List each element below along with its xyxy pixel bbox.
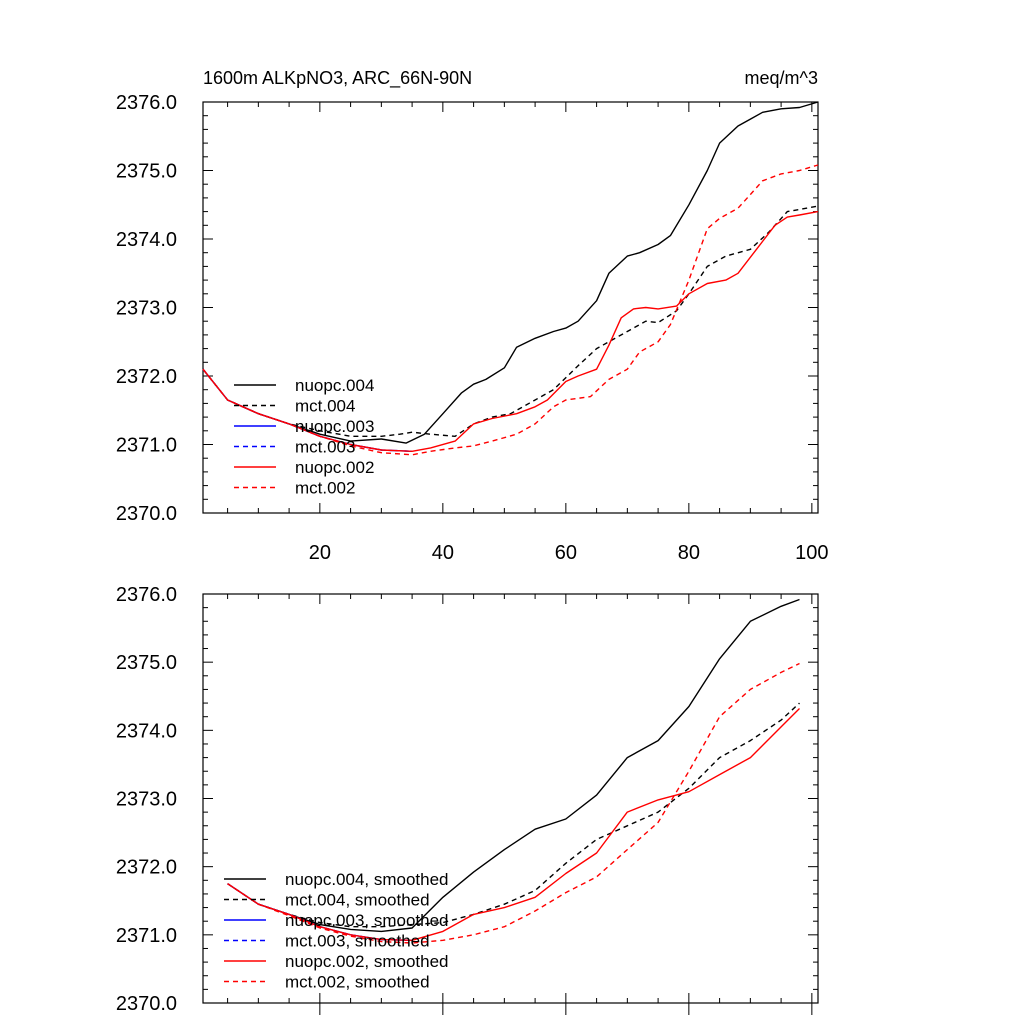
bottom-panel: 2370.0 2371.0 2372.0 2373.0 2374.0 2375.0 2376… <box>116 584 819 1015</box>
legend-label: nuopc.004, smoothed <box>285 870 449 889</box>
legend-label: nuopc.003 <box>295 417 374 436</box>
series-line <box>202 101 819 444</box>
legend-label: nuopc.003, smoothed <box>285 911 449 930</box>
y-tick-label: 2374.0 <box>116 720 177 742</box>
legend-label: nuopc.004 <box>295 376 374 395</box>
series-line <box>227 598 800 933</box>
legend-label: nuopc.002 <box>295 458 374 477</box>
series-line <box>202 164 819 456</box>
series-line <box>202 205 819 437</box>
top-panel: 2370.0 2371.0 2372.0 2373.0 2374.0 2375.0 2376… <box>116 92 829 564</box>
x-tick-label: 40 <box>432 542 454 564</box>
y-tick-label: 2376.0 <box>116 584 177 606</box>
x-tick-label: 20 <box>309 542 331 564</box>
y-tick-label: 2373.0 <box>116 298 177 320</box>
y-tick-label: 2375.0 <box>116 161 177 183</box>
legend-label: mct.004, smoothed <box>285 891 430 910</box>
x-tick-label: 80 <box>678 542 700 564</box>
y-tick-label: 2372.0 <box>116 366 177 388</box>
y-tick-label: 2375.0 <box>116 652 177 674</box>
legend-label: mct.002 <box>295 479 355 498</box>
y-tick-label: 2371.0 <box>116 435 177 457</box>
y-tick-label: 2376.0 <box>116 92 177 114</box>
legend-label: mct.004 <box>295 397 355 416</box>
legend-label: nuopc.002, smoothed <box>285 952 449 971</box>
x-tick-label: 100 <box>795 542 828 564</box>
legend-label: mct.002, smoothed <box>285 973 430 992</box>
series-line <box>227 702 800 928</box>
x-tick-label: 60 <box>555 542 577 564</box>
series-line <box>202 210 819 452</box>
y-tick-label: 2372.0 <box>116 857 177 879</box>
y-tick-label: 2373.0 <box>116 789 177 811</box>
series-line <box>227 662 800 944</box>
legend-label: mct.003 <box>295 438 355 457</box>
units-label: meq/m^3 <box>745 68 818 88</box>
legend-label: mct.003, smoothed <box>285 932 430 951</box>
y-tick-label: 2370.0 <box>116 993 177 1015</box>
y-tick-label: 2374.0 <box>116 229 177 251</box>
y-tick-label: 2370.0 <box>116 503 177 525</box>
y-tick-label: 2371.0 <box>116 925 177 947</box>
series-line <box>227 708 800 941</box>
chart-title: 1600m ALKpNO3, ARC_66N-90N <box>203 68 472 89</box>
